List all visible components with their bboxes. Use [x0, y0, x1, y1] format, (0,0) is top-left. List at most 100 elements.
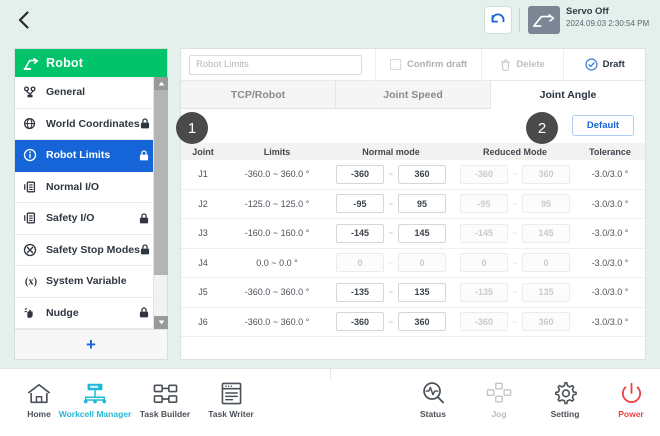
sidebar-item-safety-stop-modes[interactable]: Safety Stop Modes	[15, 235, 155, 266]
sidebar-item-system-variable[interactable]: (x) System Variable	[15, 266, 155, 298]
normal-mode-min-input[interactable]: -145	[336, 223, 384, 243]
range-separator: ~	[388, 287, 394, 298]
globe-axis-icon	[23, 117, 40, 131]
scroll-down-button[interactable]	[154, 316, 168, 329]
delete-button[interactable]: Delete	[482, 49, 564, 81]
reset-button[interactable]	[484, 6, 512, 34]
sidebar-item-normal-io[interactable]: Normal I/O	[15, 172, 155, 203]
reduced-mode: -95 ~95	[453, 194, 577, 214]
sidebar-item-label: Safety I/O	[46, 212, 95, 225]
sidebar-item-list: General World Coordinates	[15, 77, 155, 329]
trash-icon	[500, 58, 511, 71]
sidebar-item-world-coordinates[interactable]: World Coordinates	[15, 109, 155, 140]
add-item-button[interactable]: +	[15, 329, 167, 359]
table-header-row: Joint Limits Normal mode Reduced Mode To…	[181, 143, 645, 160]
normal-mode: -360 ~360	[329, 312, 453, 332]
nav-item-jog[interactable]: Jog	[466, 375, 532, 419]
nav-item-setting[interactable]: Setting	[532, 375, 598, 419]
range-separator: ~	[388, 257, 394, 268]
cell-joint: J3	[198, 228, 208, 239]
column-header-limits: Limits	[263, 146, 291, 157]
normal-mode: -135 ~135	[329, 282, 453, 302]
nav-item-home[interactable]: Home	[6, 375, 72, 419]
cell-joint: J5	[198, 287, 208, 298]
sidebar-item-safety-io[interactable]: Safety I/O	[15, 203, 155, 235]
tab-tcp-robot[interactable]: TCP/Robot	[181, 81, 336, 109]
reduced-mode: -135 ~135	[453, 282, 577, 302]
nav-item-task-writer[interactable]: Task Writer	[198, 375, 264, 419]
io-module-icon	[23, 211, 40, 225]
io-module-icon	[23, 180, 40, 194]
table-row: J4 0.0 ~ 0.0 ° 0 ~0 0 ~0 -3.0/3.0 °	[181, 249, 645, 278]
range-separator: ~	[512, 316, 518, 327]
sidebar-item-nudge[interactable]: Nudge	[15, 298, 155, 329]
normal-mode-min-input: 0	[336, 253, 384, 273]
hand-nudge-icon	[23, 306, 40, 320]
name-input[interactable]: Robot Limits	[189, 54, 363, 75]
normal-mode-max-input[interactable]: 145	[398, 223, 446, 243]
sidebar-item-label: Robot Limits	[46, 149, 111, 162]
default-button[interactable]: Default	[572, 115, 634, 136]
normal-mode-min-input[interactable]: -360	[336, 164, 384, 184]
normal-mode-min-input[interactable]: -135	[336, 282, 384, 302]
dpad-icon	[486, 375, 512, 405]
table-body: J1 -360.0 ~ 360.0 ° -360 ~360 -360 ~360 -3.0/3…	[181, 160, 645, 337]
normal-mode-min-input[interactable]: -360	[336, 312, 384, 332]
sidebar-item-label: Safety Stop Modes	[46, 243, 140, 256]
confirm-draft-checkbox[interactable]: Confirm draft	[376, 49, 480, 81]
normal-mode-max-input[interactable]: 135	[398, 282, 446, 302]
cell-limits: 0.0 ~ 0.0 °	[256, 257, 298, 268]
top-bar: Servo Off 2024.09.03 2:30:54 PM	[0, 0, 660, 40]
range-separator: ~	[388, 169, 394, 180]
table-row: J1 -360.0 ~ 360.0 ° -360 ~360 -360 ~360 -3.0/3…	[181, 160, 645, 190]
main-panel: Robot Limits Confirm draft Delete	[180, 48, 646, 360]
cell-limits: -360.0 ~ 360.0 °	[244, 287, 310, 298]
sidebar-item-label: System Variable	[46, 275, 127, 288]
delete-label: Delete	[516, 59, 545, 70]
info-circle-icon	[23, 148, 40, 162]
blocks-icon	[153, 375, 178, 405]
nav-item-workcell-manager[interactable]: Workcell Manager	[59, 375, 131, 419]
tab-joint-speed[interactable]: Joint Speed	[336, 81, 491, 109]
range-separator: ~	[388, 198, 394, 209]
reduced-mode: 0 ~0	[453, 253, 577, 273]
table-row: J5 -360.0 ~ 360.0 ° -135 ~135 -135 ~135 -3.0/3…	[181, 278, 645, 308]
sidebar-item-robot-limits[interactable]: Robot Limits	[15, 140, 155, 172]
timestamp-label: 2024.09.03 2:30:54 PM	[566, 19, 650, 28]
callout-badge-1: 1	[176, 112, 208, 144]
cell-joint: J6	[198, 316, 208, 327]
normal-mode-min-input[interactable]: -95	[336, 194, 384, 214]
nav-label: Task Builder	[139, 409, 191, 419]
sidebar-item-label: Normal I/O	[46, 180, 100, 193]
sidebar-header-label: Robot	[46, 56, 84, 70]
normal-mode-max-input[interactable]: 360	[398, 312, 446, 332]
draft-button[interactable]: Draft	[564, 49, 645, 81]
reduced-mode-min-input: -95	[460, 194, 508, 214]
cell-joint: J1	[198, 169, 208, 180]
normal-mode-max-input[interactable]: 360	[398, 164, 446, 184]
reduced-mode: -360 ~360	[453, 312, 577, 332]
nav-item-status[interactable]: Status	[400, 375, 466, 419]
robot-joint-icon	[23, 85, 40, 99]
scroll-up-button[interactable]	[154, 77, 168, 90]
cell-limits: -360.0 ~ 360.0 °	[244, 316, 310, 327]
back-button[interactable]	[8, 6, 38, 34]
cell-tolerance: -3.0/3.0 °	[591, 228, 629, 239]
reduced-mode-max-input: 360	[522, 164, 570, 184]
tab-joint-angle[interactable]: Joint Angle	[491, 81, 645, 109]
normal-mode-max-input: 0	[398, 253, 446, 273]
cell-tolerance: -3.0/3.0 °	[591, 257, 629, 268]
nav-item-task-builder[interactable]: Task Builder	[132, 375, 198, 419]
sidebar-item-general[interactable]: General	[15, 77, 155, 109]
sidebar-scrollbar[interactable]	[153, 77, 168, 329]
lock-icon	[139, 150, 149, 161]
column-header-tolerance: Tolerance	[589, 146, 631, 157]
pulse-search-icon	[421, 375, 446, 405]
normal-mode-max-input[interactable]: 95	[398, 194, 446, 214]
reduced-mode-min-input: -360	[460, 164, 508, 184]
scrollbar-thumb[interactable]	[154, 90, 168, 275]
nav-item-power[interactable]: Power	[598, 375, 660, 419]
confirm-draft-label: Confirm draft	[407, 59, 468, 70]
cell-tolerance: -3.0/3.0 °	[591, 316, 629, 327]
tab-bar: TCP/Robot Joint Speed Joint Angle	[181, 81, 645, 109]
